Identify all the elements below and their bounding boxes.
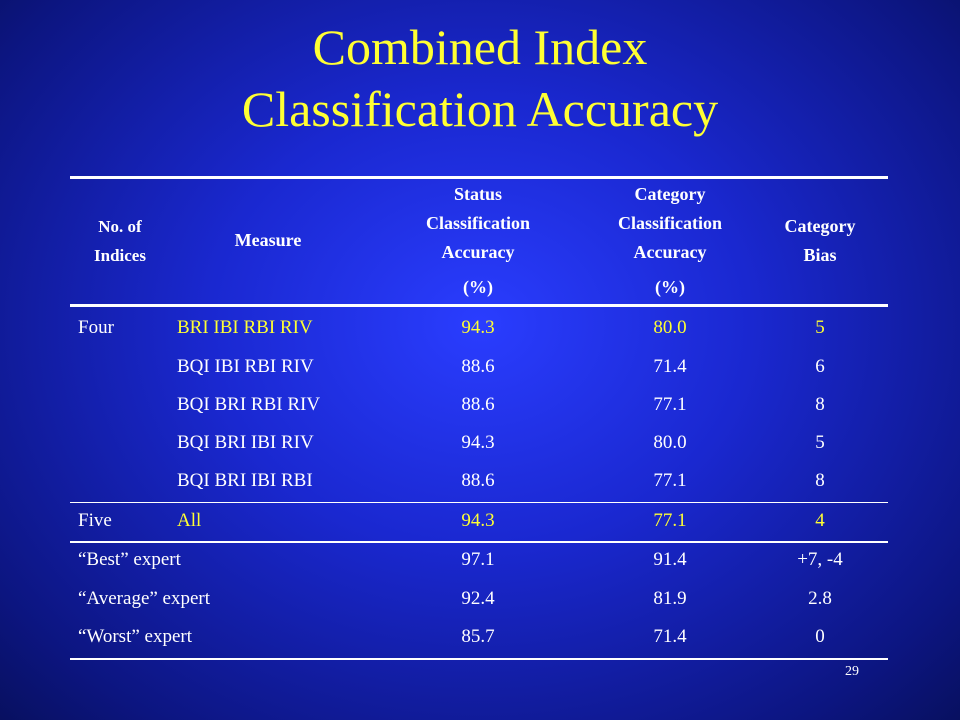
bias-cell: 5: [815, 432, 825, 453]
bias-cell: 8: [815, 394, 825, 415]
status-cell: 97.1: [461, 549, 495, 570]
status-cell: 92.4: [461, 588, 495, 609]
rule: [70, 304, 888, 307]
measure-cell: All: [177, 510, 202, 531]
category-cell: 80.0: [653, 317, 687, 338]
label-cell: “Worst” expert: [78, 626, 192, 647]
status-cell: 88.6: [461, 356, 495, 377]
label-cell: “Average” expert: [78, 588, 211, 609]
rule: [70, 176, 888, 179]
header-cell: Accuracy: [633, 242, 707, 262]
group-cell: Four: [78, 317, 114, 338]
category-cell: 77.1: [653, 510, 687, 531]
category-cell: 71.4: [653, 626, 687, 647]
bias-cell: 2.8: [808, 588, 832, 609]
header-cell: Accuracy: [441, 242, 515, 262]
category-cell: 77.1: [653, 394, 687, 415]
status-cell: 88.6: [461, 470, 495, 491]
header-cell: (%): [655, 277, 685, 297]
header-cell: Indices: [94, 246, 146, 265]
status-cell: 94.3: [461, 432, 495, 453]
bias-cell: 4: [815, 510, 825, 531]
header-cell: (%): [463, 277, 493, 297]
group-cell: Five: [78, 510, 112, 531]
status-cell: 94.3: [461, 510, 495, 531]
bias-cell: 6: [815, 356, 825, 377]
title: Combined Index: [312, 19, 648, 75]
header-cell: Measure: [234, 230, 302, 250]
category-cell: 77.1: [653, 470, 687, 491]
header-cell: Category: [634, 184, 706, 204]
measure-cell: BQI BRI IBI RBI: [177, 470, 313, 491]
header-cell: Category: [784, 216, 856, 236]
bias-cell: +7, -4: [797, 549, 843, 570]
title: Classification Accuracy: [241, 81, 719, 137]
rule: [70, 658, 888, 660]
category-cell: 71.4: [653, 356, 687, 377]
category-cell: 80.0: [653, 432, 687, 453]
header-cell: Bias: [803, 245, 837, 265]
measure-cell: BQI BRI IBI RIV: [177, 432, 314, 453]
status-cell: 85.7: [461, 626, 495, 647]
status-cell: 88.6: [461, 394, 495, 415]
measure-cell: BRI IBI RBI RIV: [177, 317, 313, 338]
header-cell: Status: [453, 184, 502, 204]
bias-cell: 8: [815, 470, 825, 491]
rule: [70, 502, 888, 503]
category-cell: 91.4: [653, 549, 687, 570]
page-number: 29: [845, 664, 859, 679]
measure-cell: BQI BRI RBI RIV: [177, 394, 321, 415]
category-cell: 81.9: [653, 588, 687, 609]
label-cell: “Best” expert: [78, 549, 181, 570]
header-cell: No. of: [98, 217, 142, 236]
header-cell: Classification: [425, 213, 530, 233]
bias-cell: 0: [815, 626, 825, 647]
status-cell: 94.3: [461, 317, 495, 338]
bias-cell: 5: [815, 317, 825, 338]
rule: [70, 541, 888, 543]
measure-cell: BQI IBI RBI RIV: [177, 356, 314, 377]
header-cell: Classification: [617, 213, 722, 233]
